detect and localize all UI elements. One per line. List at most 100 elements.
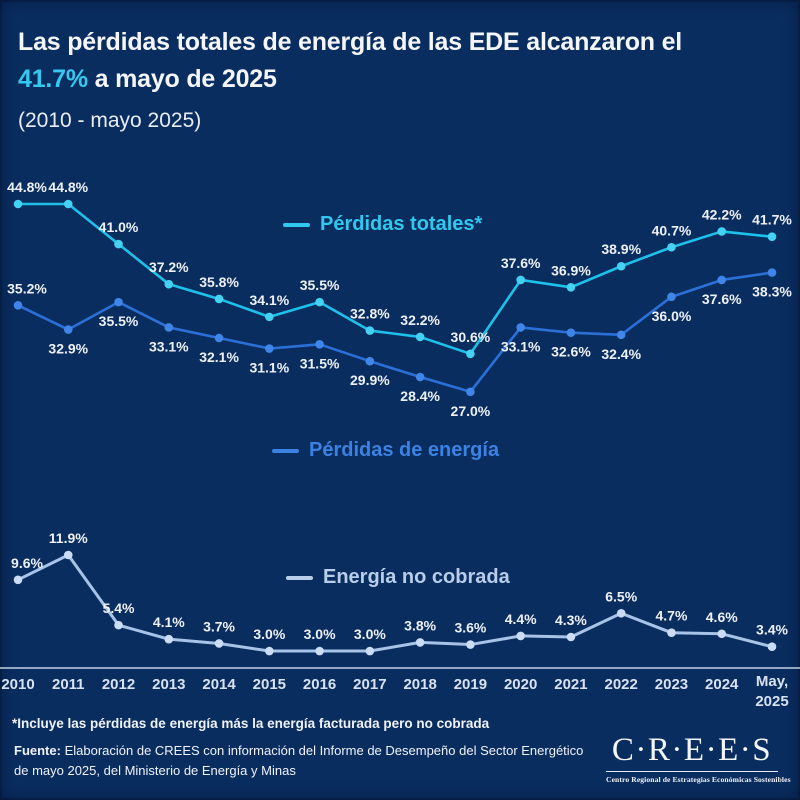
data-point: [365, 356, 375, 366]
data-point: [616, 261, 626, 271]
data-label: 36.9%: [551, 262, 591, 278]
data-point: [667, 292, 676, 302]
data-point: [214, 639, 224, 648]
legend-item-energia-no-cobrada: Energía no cobrada: [286, 566, 510, 589]
legend-item-perdidas-totales: Pérdidas totales*: [283, 213, 482, 236]
data-label: 4.7%: [656, 608, 688, 624]
series-line-1: [16, 271, 774, 394]
source-note: Fuente: Elaboración de CREES con informa…: [12, 741, 583, 780]
data-point: [164, 323, 174, 332]
data-point: [516, 275, 525, 285]
x-tick-label: 2016: [303, 676, 336, 693]
data-point: [114, 620, 123, 630]
data-label: 37.2%: [149, 259, 189, 275]
title-line-2: 41.7% a mayo de 2025: [18, 61, 682, 98]
data-label: 35.5%: [300, 277, 340, 293]
data-label: 4.1%: [153, 614, 185, 630]
data-point: [667, 628, 676, 637]
legend-label: Pérdidas totales*: [320, 213, 483, 235]
x-tick-label: 2015: [253, 676, 286, 693]
data-point: [265, 646, 274, 656]
x-tick-label: 2010: [1, 676, 34, 693]
data-point: [315, 297, 324, 307]
crees-logo: C·R·E·E·S Centro Regional de Estrategias…: [606, 733, 791, 784]
data-label: 3.4%: [756, 622, 788, 638]
data-label: 3.7%: [203, 618, 235, 634]
data-label: 28.4%: [400, 388, 440, 404]
data-label: 35.2%: [7, 280, 47, 296]
data-label: 4.6%: [706, 609, 738, 625]
chart-subtitle: (2010 - mayo 2025): [18, 109, 202, 132]
x-tick-label: 2019: [454, 676, 487, 693]
data-label: 35.5%: [99, 313, 139, 329]
source-text-line1: Elaboración de CREES con información del…: [60, 743, 584, 758]
data-point: [114, 239, 123, 249]
data-point: [566, 328, 576, 338]
x-tick-label: 2017: [353, 676, 386, 693]
x-tick-label: 2018: [403, 676, 436, 693]
data-point: [265, 312, 274, 322]
data-point: [516, 631, 525, 641]
data-label: 42.2%: [702, 206, 742, 222]
data-label: 4.4%: [505, 611, 537, 627]
data-point: [566, 283, 576, 292]
data-point: [415, 638, 425, 647]
data-label: 38.9%: [601, 241, 641, 257]
data-label: 3.0%: [253, 626, 285, 642]
data-label: 3.0%: [304, 626, 336, 642]
data-point: [466, 640, 475, 649]
data-point: [265, 344, 274, 353]
data-label: 30.6%: [451, 329, 491, 345]
data-point: [13, 300, 23, 310]
footnote: *Incluye las pérdidas de energía más la …: [12, 716, 490, 731]
x-tick-label: 2013: [152, 676, 185, 693]
data-label: 5.4%: [103, 600, 135, 616]
data-label: 32.8%: [350, 306, 390, 322]
data-label: 40.7%: [652, 222, 692, 238]
x-tick-label: 2020: [504, 676, 537, 693]
data-point: [415, 372, 425, 382]
data-point: [616, 330, 626, 340]
data-point: [315, 340, 324, 349]
data-label: 11.9%: [49, 530, 88, 546]
data-point: [717, 275, 727, 285]
data-point: [63, 325, 73, 334]
data-point: [63, 199, 73, 209]
data-point: [767, 642, 777, 652]
legend-label: Energía no cobrada: [323, 566, 510, 588]
data-point: [13, 575, 23, 585]
data-label: 33.1%: [501, 338, 541, 354]
data-point: [767, 268, 777, 277]
data-label: 29.9%: [350, 372, 390, 388]
x-tick-label: 2021: [554, 676, 587, 693]
data-point: [315, 646, 324, 656]
data-label: 32.2%: [400, 312, 440, 328]
data-label: 3.0%: [354, 626, 386, 642]
x-tick-label: 2012: [102, 676, 135, 693]
data-label: 9.6%: [11, 555, 43, 571]
data-point: [466, 349, 475, 359]
line-swatch-icon: [283, 222, 310, 227]
page-title: Las pérdidas totales de energía de las E…: [18, 24, 682, 133]
line-swatch-icon: [272, 448, 299, 453]
data-label: 44.8%: [48, 179, 88, 195]
data-point: [667, 242, 676, 252]
x-tick-label: May,: [756, 673, 788, 690]
data-label: 3.6%: [454, 620, 486, 636]
series-line-2: [16, 553, 774, 653]
data-label: 37.6%: [702, 291, 742, 307]
source-label: Fuente:: [14, 743, 61, 758]
data-point: [13, 199, 23, 209]
data-point: [63, 550, 73, 560]
data-label: 38.3%: [752, 284, 792, 300]
legend-item-perdidas-energia: Pérdidas de energía: [272, 439, 499, 462]
data-label: 36.0%: [652, 308, 692, 324]
data-point: [717, 227, 727, 236]
data-point: [214, 294, 224, 304]
title-text: Las pérdidas totales de energía de las E…: [18, 28, 683, 56]
data-label: 34.1%: [249, 292, 289, 308]
data-label: 32.6%: [551, 344, 591, 360]
data-label: 35.8%: [199, 274, 239, 290]
data-point: [566, 632, 576, 642]
